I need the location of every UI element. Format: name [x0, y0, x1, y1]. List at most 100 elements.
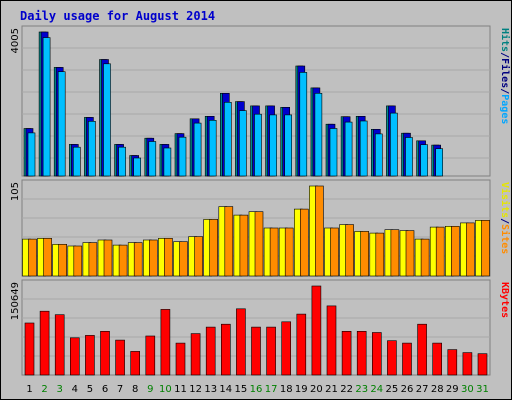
bar-hits-pages-day-1: [27, 132, 36, 177]
bar-visits-sites-day-8: [133, 242, 143, 277]
bar-kbytes-kbytes-day-10: [160, 309, 171, 376]
bar-visits-sites-day-23: [360, 231, 370, 277]
panel-hits-legend: Hits/Files/Pages: [499, 28, 511, 124]
x-tick-label-day-23: 23: [355, 384, 368, 395]
bar-visits-sites-day-15: [239, 214, 249, 277]
x-tick-label-day-1: 1: [26, 384, 32, 395]
bar-kbytes-kbytes-day-18: [281, 321, 292, 376]
bar-hits-pages-day-15: [239, 110, 247, 177]
bar-hits-pages-day-18: [284, 114, 293, 177]
legend-part-0: Hits: [499, 28, 511, 52]
x-tick-label-day-7: 7: [117, 384, 123, 395]
x-tick-label-day-27: 27: [416, 384, 429, 395]
bar-visits-sites-day-11: [179, 241, 188, 277]
bar-visits-sites-day-16: [254, 211, 264, 277]
panel-kbytes-ymax-label: 150649: [10, 282, 21, 320]
bar-visits-sites-day-29: [450, 226, 460, 277]
x-tick-label-day-4: 4: [72, 384, 78, 395]
bar-kbytes-kbytes-day-3: [54, 314, 65, 376]
bar-kbytes-kbytes-day-6: [100, 330, 110, 376]
bar-kbytes-kbytes-day-11: [175, 342, 186, 376]
bar-visits-sites-day-14: [224, 206, 234, 277]
bar-hits-pages-day-21: [329, 128, 338, 177]
bar-hits-pages-day-28: [435, 148, 444, 177]
bar-kbytes-kbytes-day-1: [24, 322, 35, 376]
bar-kbytes-kbytes-day-17: [266, 326, 276, 376]
bar-kbytes-kbytes-day-21: [326, 305, 337, 376]
bar-kbytes-kbytes-day-30: [462, 352, 473, 376]
bar-visits-sites-day-13: [209, 219, 218, 277]
bar-kbytes-kbytes-day-22: [341, 330, 352, 376]
bar-hits-pages-day-4: [73, 146, 81, 177]
x-tick-label-day-20: 20: [310, 384, 323, 395]
bar-kbytes-kbytes-day-14: [221, 323, 231, 376]
bar-visits-sites-day-26: [405, 230, 415, 277]
chart-title: Daily usage for August 2014: [20, 9, 215, 23]
legend-part-2: Files: [499, 58, 511, 88]
legend-part-4: Pages: [499, 94, 510, 124]
bar-kbytes-kbytes-day-26: [402, 342, 412, 376]
bar-hits-pages-day-23: [359, 120, 368, 177]
legend-part-0: Visits: [499, 182, 511, 218]
bar-visits-sites-day-12: [194, 236, 203, 277]
x-tick-label-day-10: 10: [159, 384, 172, 395]
bar-hits-pages-day-14: [224, 102, 232, 177]
bar-hits-pages-day-6: [103, 63, 111, 177]
bar-hits-pages-day-27: [420, 144, 428, 177]
x-tick-label-day-21: 21: [325, 384, 338, 395]
panel-kbytes: 150649 KBytes: [10, 279, 510, 376]
x-tick-label-day-30: 30: [461, 384, 474, 395]
bar-visits-sites-day-22: [345, 224, 354, 277]
bar-visits-sites-day-2: [43, 238, 52, 277]
x-tick-label-day-12: 12: [189, 384, 202, 395]
x-tick-label-day-9: 9: [147, 384, 153, 395]
bar-hits-pages-day-22: [344, 121, 353, 177]
bar-kbytes-kbytes-day-12: [190, 333, 201, 376]
bar-kbytes-kbytes-day-8: [130, 351, 140, 376]
bar-visits-sites-day-17: [269, 227, 279, 277]
x-tick-label-day-18: 18: [280, 384, 293, 395]
x-tick-label-day-25: 25: [386, 384, 399, 395]
bar-visits-sites-day-4: [73, 245, 83, 277]
panel-visits-ymax-label: 105: [10, 182, 21, 201]
x-tick-label-day-16: 16: [250, 384, 263, 395]
bar-kbytes-kbytes-day-13: [205, 326, 216, 376]
bar-kbytes-kbytes-day-25: [387, 340, 397, 376]
bar-hits-pages-day-5: [88, 121, 96, 177]
bar-kbytes-kbytes-day-23: [356, 330, 367, 376]
panel-hits-ymax-label: 4005: [10, 28, 21, 53]
x-tick-label-day-19: 19: [295, 384, 308, 395]
bar-visits-sites-day-9: [149, 239, 158, 277]
bar-visits-sites-day-21: [330, 227, 339, 277]
bar-hits-pages-day-20: [314, 93, 323, 177]
x-tick-label-day-22: 22: [340, 384, 353, 395]
bar-visits-sites-day-20: [315, 185, 324, 277]
x-tick-label-day-15: 15: [235, 384, 248, 395]
bar-kbytes-kbytes-day-27: [417, 323, 427, 376]
bar-kbytes-kbytes-day-19: [296, 313, 307, 376]
bar-hits-pages-day-10: [163, 147, 172, 177]
bar-kbytes-kbytes-day-16: [251, 326, 261, 376]
bar-visits-sites-day-19: [299, 208, 309, 277]
bar-hits-pages-day-25: [390, 112, 398, 177]
bar-kbytes-kbytes-day-31: [477, 353, 488, 376]
bar-hits-pages-day-17: [269, 114, 277, 177]
bar-visits-sites-day-25: [390, 229, 400, 277]
bar-visits-sites-day-24: [375, 232, 385, 277]
x-tick-label-day-17: 17: [265, 384, 278, 395]
bar-hits-pages-day-19: [299, 72, 308, 177]
x-tick-label-day-29: 29: [446, 384, 459, 395]
bar-kbytes-kbytes-day-29: [447, 349, 458, 376]
legend-part-1: /: [499, 218, 510, 224]
bar-hits-pages-day-3: [57, 71, 66, 177]
x-tick-label-day-28: 28: [431, 384, 444, 395]
x-tick-label-day-26: 26: [401, 384, 414, 395]
bar-hits-pages-day-26: [405, 137, 413, 177]
bar-hits-pages-day-2: [42, 37, 51, 177]
bar-kbytes-kbytes-day-28: [432, 342, 443, 376]
legend-part-3: /: [499, 88, 510, 94]
panel-kbytes-legend: KBytes: [499, 282, 510, 318]
legend-part-2: Sites: [499, 224, 511, 254]
bar-hits-pages-day-9: [148, 141, 157, 177]
